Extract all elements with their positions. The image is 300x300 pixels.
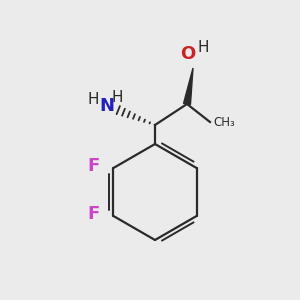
Polygon shape: [184, 68, 193, 105]
Text: F: F: [87, 157, 100, 175]
Text: H: H: [111, 91, 123, 106]
Text: H: H: [87, 92, 99, 107]
Text: N: N: [100, 97, 115, 115]
Text: CH₃: CH₃: [213, 116, 235, 130]
Text: F: F: [87, 205, 100, 223]
Text: O: O: [180, 45, 196, 63]
Text: H: H: [197, 40, 209, 56]
